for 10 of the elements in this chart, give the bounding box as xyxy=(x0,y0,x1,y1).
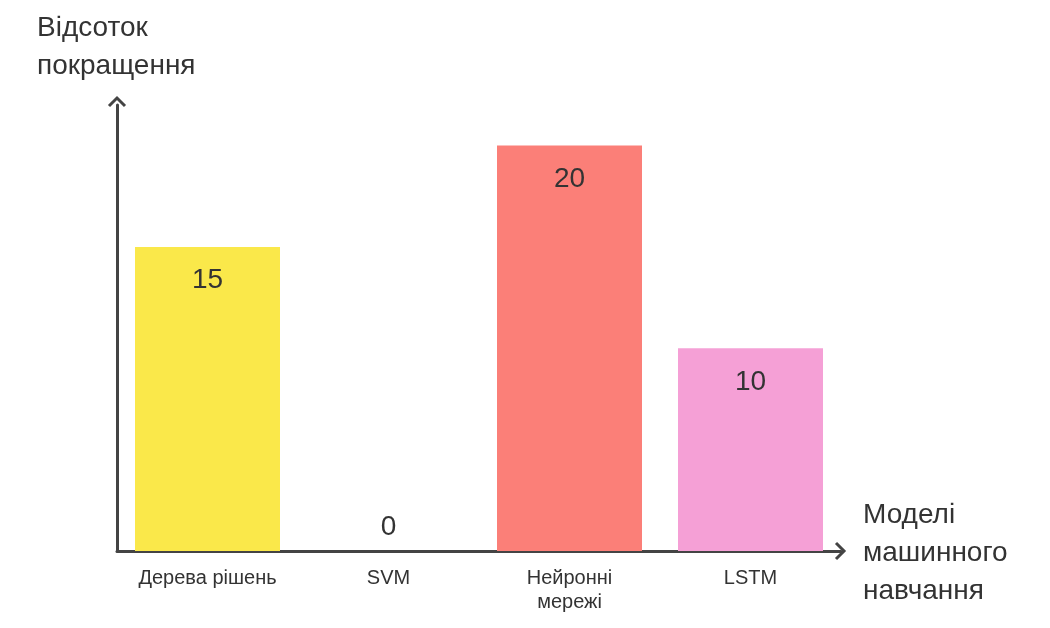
x-tick-label: SVM xyxy=(366,566,411,588)
data-label: 0 xyxy=(380,509,397,541)
x-tick-label: Нейронні мережі xyxy=(526,566,613,612)
data-label: 10 xyxy=(734,364,767,396)
x-tick-label: LSTM xyxy=(723,566,778,588)
data-label: 20 xyxy=(553,162,586,194)
y-axis-title: Відсоток покращення xyxy=(37,10,196,80)
data-label: 15 xyxy=(191,263,224,295)
x-tick-label: Дерева рішень xyxy=(138,566,277,588)
x-axis-title: Моделі машинного навчання xyxy=(863,497,1008,605)
